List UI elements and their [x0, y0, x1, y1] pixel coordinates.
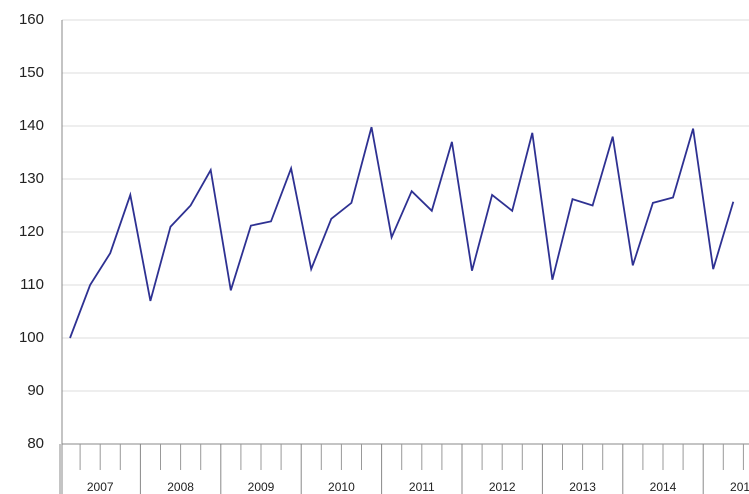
y-tick-label: 110	[20, 276, 44, 293]
x-tick-label: 2012	[489, 480, 516, 494]
x-tick-label: 2014	[650, 480, 677, 494]
x-tick-label: 2008	[167, 480, 194, 494]
y-tick-label: 90	[27, 382, 44, 399]
y-tick-label: 140	[19, 117, 44, 134]
y-tick-label: 130	[19, 170, 44, 187]
x-tick-label: 2010	[328, 480, 355, 494]
y-tick-label: 120	[19, 223, 44, 240]
x-tick-label: 2015	[730, 480, 749, 494]
y-tick-label: 80	[27, 435, 44, 452]
x-tick-label: 2009	[248, 480, 275, 494]
y-tick-label: 150	[19, 64, 44, 81]
x-tick-label: 2011	[409, 480, 435, 494]
x-tick-label: 2013	[569, 480, 596, 494]
data-line	[69, 126, 735, 339]
y-tick-label: 100	[19, 329, 44, 346]
y-tick-label: 160	[19, 11, 44, 28]
x-tick-label: 2007	[87, 480, 114, 494]
